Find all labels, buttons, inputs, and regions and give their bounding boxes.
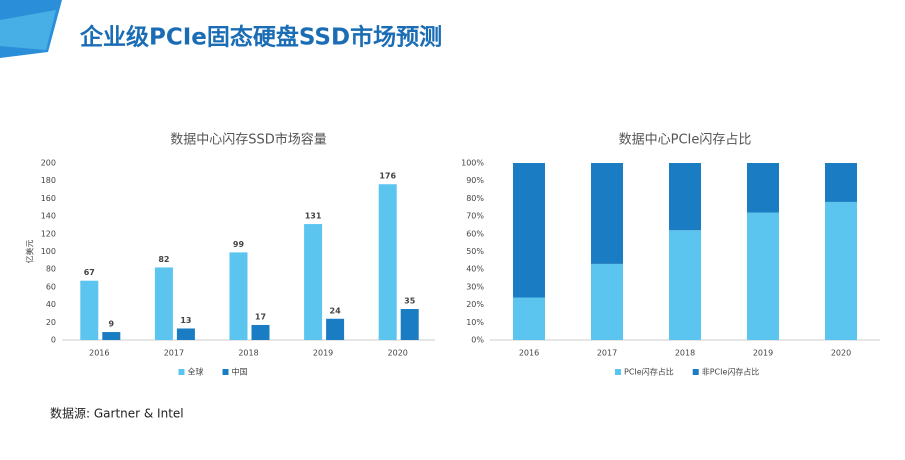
y-tick-label: 20%: [466, 300, 484, 309]
x-tick-label: 2020: [388, 349, 408, 358]
y-tick-label: 90%: [466, 176, 484, 185]
y-tick-label: 50%: [466, 247, 484, 256]
y-tick-label: 60%: [466, 229, 484, 238]
bar: [154, 267, 173, 340]
bar: [747, 163, 779, 213]
y-tick-label: 60: [46, 282, 56, 291]
legend-swatch: [178, 369, 185, 375]
bar: [400, 309, 419, 340]
y-tick-label: 180: [41, 176, 56, 185]
y-tick-label: 40: [46, 300, 56, 309]
data-label: 131: [305, 212, 322, 221]
corner-shape: [0, 10, 56, 50]
x-tick-label: 2016: [89, 349, 109, 358]
bar: [825, 201, 857, 340]
x-tick-label: 2017: [597, 349, 617, 358]
bar: [591, 163, 623, 264]
bar: [229, 252, 248, 340]
x-tick-label: 2020: [831, 349, 851, 358]
bar: [326, 318, 345, 340]
bar: [591, 263, 623, 340]
data-label: 35: [404, 297, 416, 306]
slide-title: 企业级PCIe固态硬盘SSD市场预测: [79, 24, 442, 51]
y-tick-label: 20: [46, 318, 56, 327]
y-tick-label: 0%: [471, 336, 484, 345]
bar: [513, 297, 545, 340]
y-tick-label: 100%: [461, 159, 484, 168]
y-tick-label: 80%: [466, 194, 484, 203]
legend-label: PCIe闪存占比: [624, 367, 674, 377]
x-tick-label: 2018: [238, 349, 258, 358]
bar: [747, 212, 779, 340]
data-label: 82: [158, 255, 169, 264]
legend-swatch: [692, 369, 699, 375]
y-axis-label: 亿美元: [25, 240, 35, 264]
legend-label: 全球: [188, 367, 204, 377]
x-tick-label: 2016: [519, 349, 539, 358]
y-tick-label: 160: [41, 194, 56, 203]
y-tick-label: 140: [41, 212, 56, 221]
x-tick-label: 2018: [675, 349, 695, 358]
y-tick-label: 100: [41, 247, 56, 256]
bar: [102, 332, 121, 340]
data-label: 17: [255, 312, 266, 321]
y-tick-label: 70%: [466, 212, 484, 221]
bar: [825, 163, 857, 202]
data-label: 67: [84, 268, 95, 277]
legend-label: 非PCIe闪存占比: [702, 367, 760, 377]
chart-title: 数据中心闪存SSD市场容量: [170, 132, 327, 148]
y-tick-label: 40%: [466, 265, 484, 274]
bar: [669, 230, 701, 340]
y-tick-label: 10%: [466, 318, 484, 327]
bar: [251, 324, 270, 340]
y-tick-label: 0: [51, 336, 56, 345]
data-label: 24: [330, 306, 342, 315]
data-label: 99: [233, 240, 245, 249]
x-tick-label: 2017: [164, 349, 184, 358]
bar: [176, 328, 195, 340]
y-tick-label: 30%: [466, 282, 484, 291]
y-tick-label: 120: [41, 229, 56, 238]
legend-swatch: [222, 369, 229, 375]
bar: [513, 163, 545, 298]
bar: [80, 280, 99, 340]
data-label: 13: [180, 316, 191, 325]
y-tick-label: 80: [46, 265, 56, 274]
legend-swatch: [615, 369, 621, 375]
x-tick-label: 2019: [313, 349, 333, 358]
x-tick-label: 2019: [753, 349, 773, 358]
bar: [378, 184, 397, 340]
bar: [304, 224, 323, 340]
legend-label: 中国: [232, 367, 248, 377]
source: 数据源: Gartner & Intel: [50, 406, 184, 421]
chart-title: 数据中心PCIe闪存占比: [619, 133, 752, 148]
data-label: 176: [379, 172, 396, 181]
bar: [669, 163, 701, 231]
y-tick-label: 200: [41, 159, 56, 168]
data-label: 9: [109, 320, 115, 329]
